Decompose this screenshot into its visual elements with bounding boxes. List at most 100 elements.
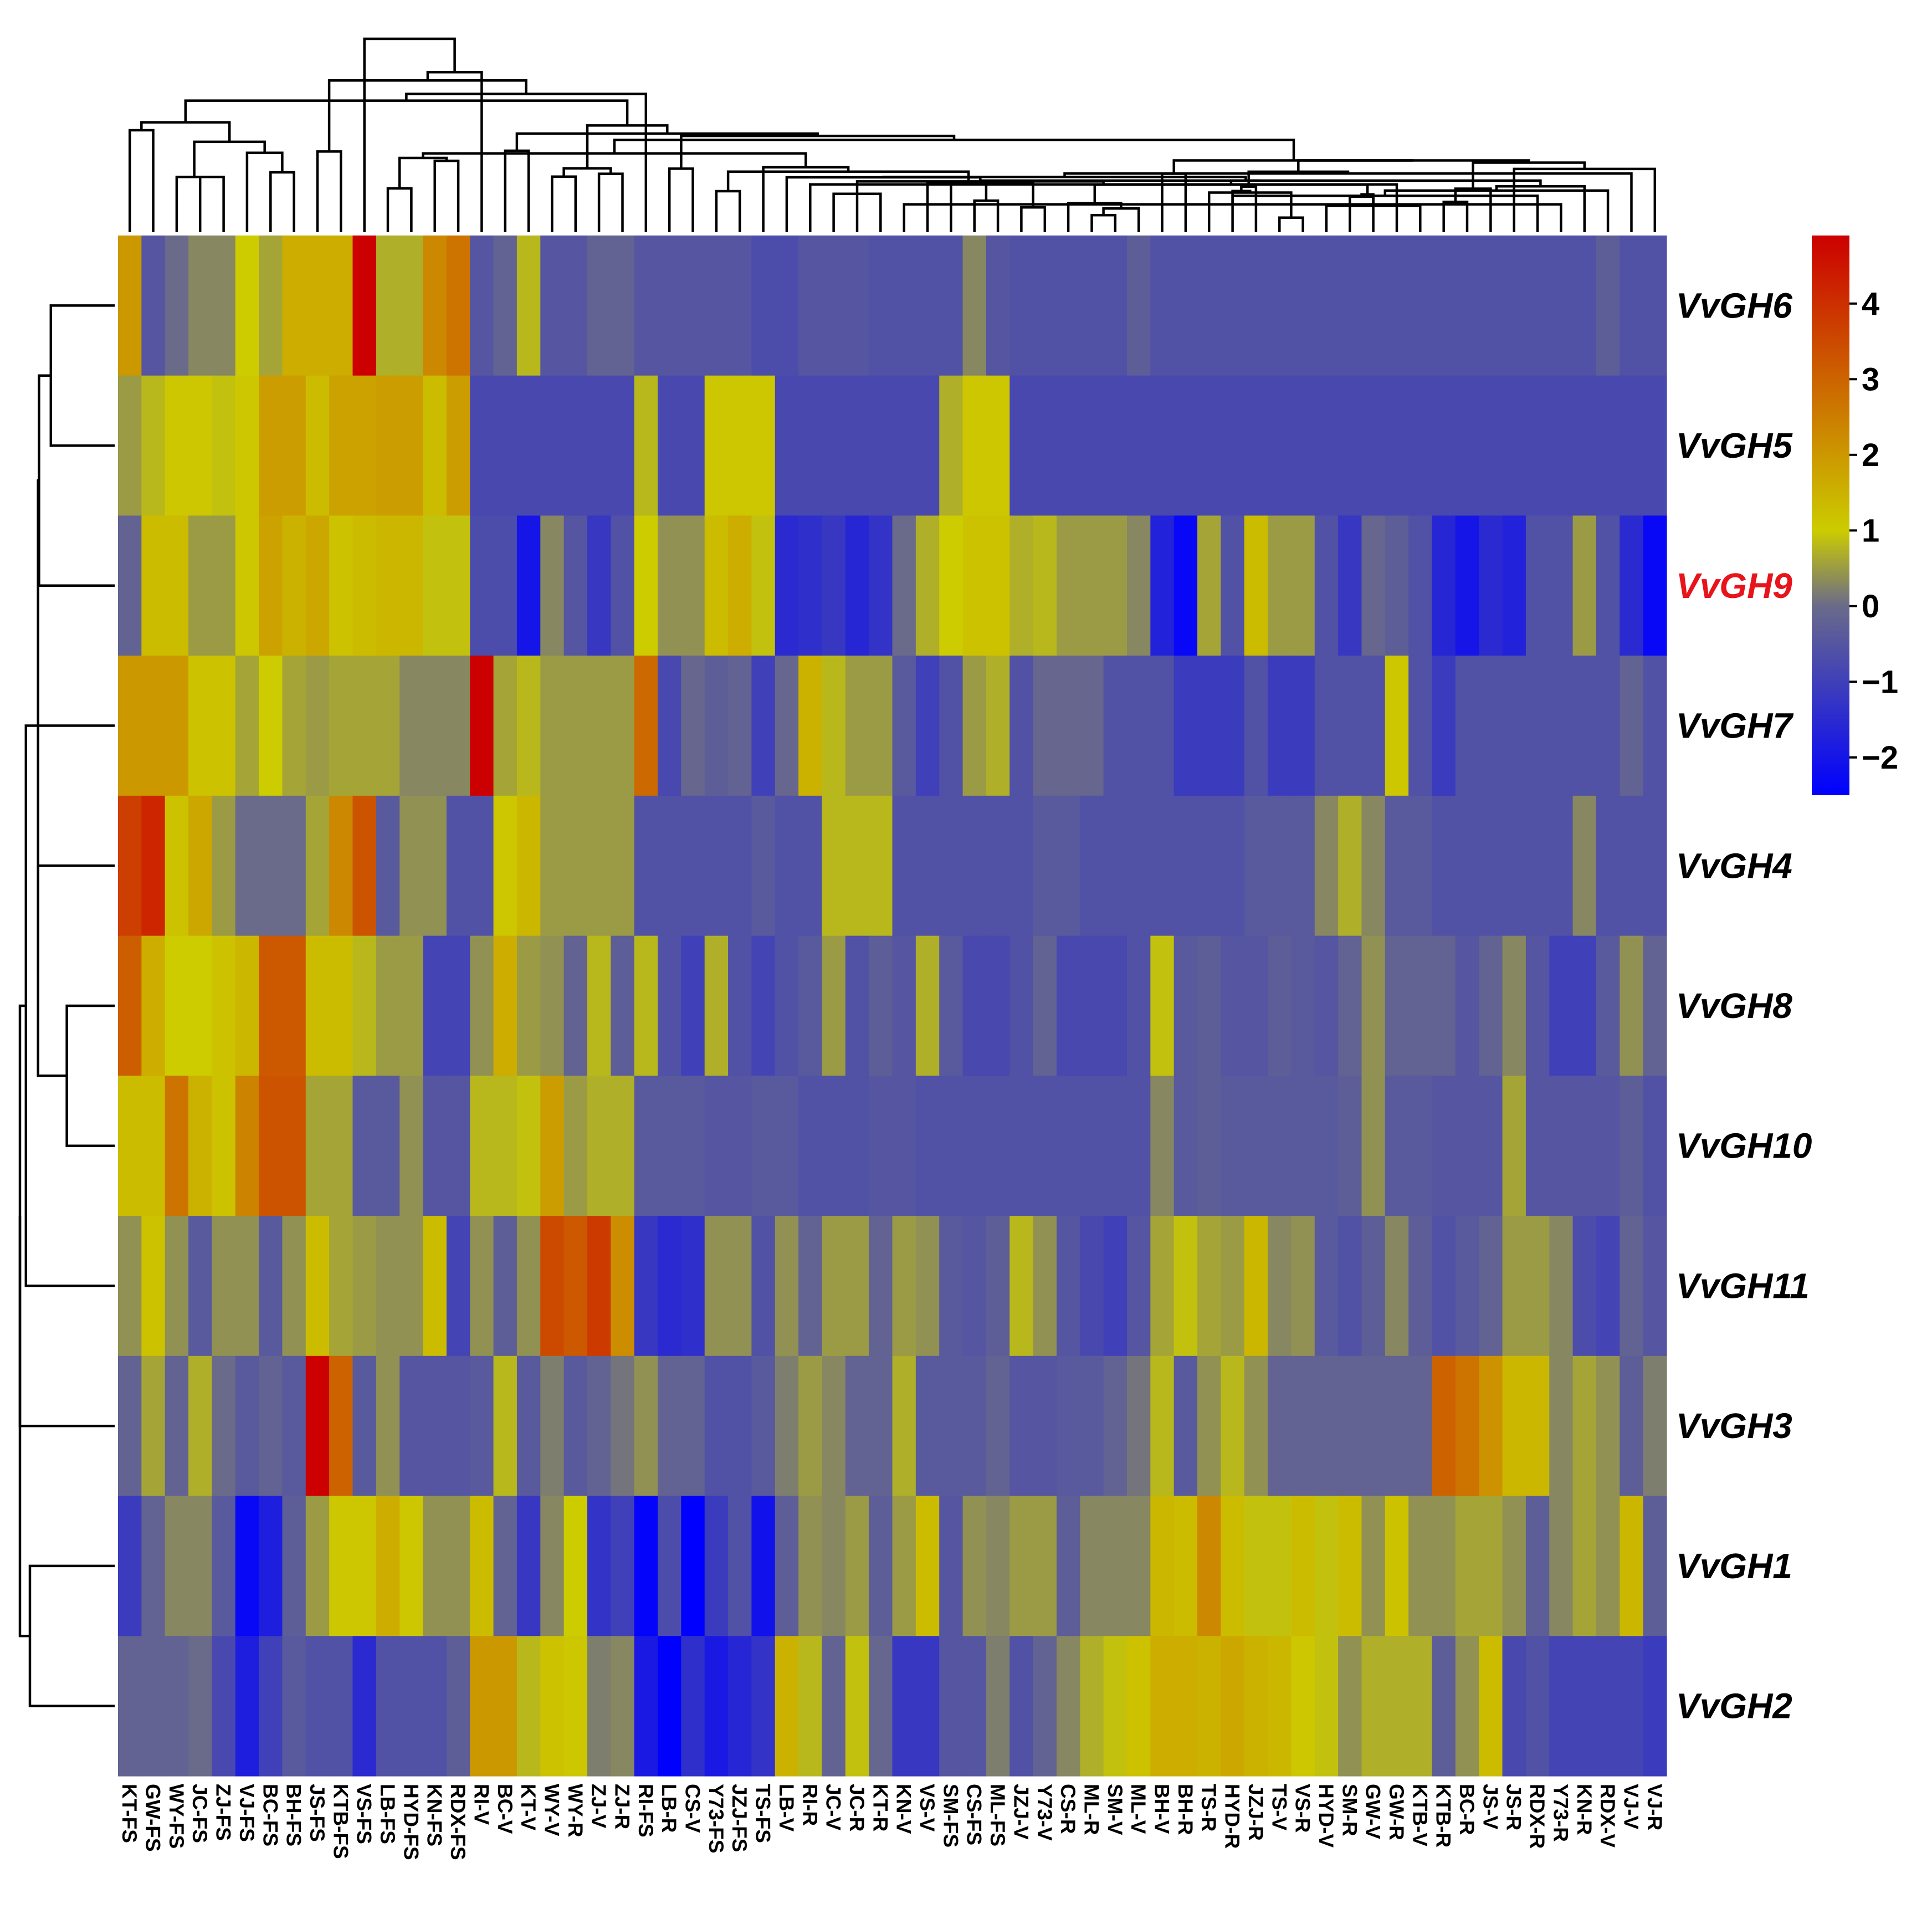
column-label: LB-FS xyxy=(376,1784,399,1844)
heatmap-cell xyxy=(845,1355,869,1497)
heatmap-cell xyxy=(399,375,424,516)
heatmap-cell xyxy=(1408,795,1433,937)
heatmap-cell xyxy=(470,1216,494,1357)
heatmap-cell xyxy=(1056,935,1080,1076)
column-label: BH-R xyxy=(1174,1784,1197,1835)
heatmap-cell xyxy=(259,1355,283,1497)
heatmap-cell xyxy=(423,515,447,656)
column-label: WY-FS xyxy=(165,1784,188,1849)
heatmap-cell xyxy=(141,1216,166,1357)
heatmap-cell xyxy=(939,1355,964,1497)
heatmap-cell xyxy=(1009,935,1034,1076)
column-label: ML-FS xyxy=(986,1784,1009,1846)
heatmap-cell xyxy=(352,375,377,516)
heatmap-cell xyxy=(658,1216,681,1357)
heatmap-cell xyxy=(1455,656,1479,796)
heatmap-cell xyxy=(329,795,353,937)
heatmap-cell xyxy=(259,1636,283,1777)
column-label: TS-FS xyxy=(752,1784,775,1843)
heatmap-cell xyxy=(305,935,330,1076)
heatmap-cell xyxy=(188,935,212,1076)
heatmap-cell xyxy=(986,375,1010,516)
heatmap-cell xyxy=(658,1636,681,1777)
heatmap-cell xyxy=(470,1496,494,1636)
column-label: JZJ-R xyxy=(1244,1784,1267,1841)
heatmap-cell xyxy=(1385,375,1409,516)
column-label: BH-FS xyxy=(283,1784,305,1846)
heatmap-cell xyxy=(1314,656,1339,796)
heatmap-cell xyxy=(611,935,635,1076)
heatmap-cell xyxy=(1408,515,1433,656)
heatmap-cell xyxy=(1643,236,1667,376)
heatmap-cell xyxy=(1173,935,1198,1076)
heatmap-cell xyxy=(1150,656,1175,796)
heatmap-cell xyxy=(493,656,517,796)
heatmap-cell xyxy=(563,795,588,937)
heatmap-cell xyxy=(798,1076,823,1216)
heatmap-cell xyxy=(1502,236,1526,376)
heatmap-cell xyxy=(892,1496,916,1636)
heatmap-cell xyxy=(1361,1355,1386,1497)
heatmap-cell xyxy=(704,935,729,1076)
heatmap-cell xyxy=(516,1216,541,1357)
heatmap-cell xyxy=(1033,1216,1057,1357)
heatmap-cell xyxy=(1103,236,1128,376)
dendrogram-branch xyxy=(245,151,284,232)
heatmap-cell xyxy=(1080,236,1104,376)
heatmap-cell xyxy=(962,515,987,656)
column-label: JS-R xyxy=(1503,1784,1525,1830)
heatmap-cell xyxy=(681,1496,705,1636)
heatmap-cell xyxy=(352,515,377,656)
colorbar-tick-label: 3 xyxy=(1862,361,1879,397)
heatmap-cell xyxy=(399,515,424,656)
heatmap-cell xyxy=(751,656,776,796)
heatmap-cell xyxy=(212,1496,236,1636)
dendrogram-branch xyxy=(562,167,612,177)
heatmap-cell xyxy=(611,236,635,376)
heatmap-cell xyxy=(751,236,776,376)
heatmap-cell xyxy=(1361,375,1386,516)
heatmap-cell xyxy=(1643,656,1667,796)
heatmap-cell xyxy=(1643,1355,1667,1497)
dendrogram-branch xyxy=(551,175,577,232)
row-dendrogram xyxy=(18,304,115,1707)
heatmap-cell xyxy=(235,1636,259,1777)
heatmap-cell xyxy=(141,515,166,656)
heatmap-cell xyxy=(1432,1076,1456,1216)
row-label: VvGH4 xyxy=(1676,846,1792,886)
heatmap-cell xyxy=(728,656,752,796)
heatmap-cell xyxy=(446,795,470,937)
column-label: ZJ-V xyxy=(587,1784,610,1829)
heatmap-cell xyxy=(1385,1636,1409,1777)
heatmap-cell xyxy=(822,656,846,796)
dendrogram-branch xyxy=(28,1564,115,1707)
heatmap-cell xyxy=(470,1636,494,1777)
heatmap-cell xyxy=(1432,935,1456,1076)
heatmap-cell xyxy=(141,935,166,1076)
heatmap-cell xyxy=(658,1355,681,1497)
heatmap-cell xyxy=(634,1076,658,1216)
heatmap-cell xyxy=(1408,1496,1433,1636)
heatmap-cell xyxy=(1385,656,1409,796)
heatmap-cell xyxy=(962,375,987,516)
heatmap-cell xyxy=(376,1216,400,1357)
heatmap-cell xyxy=(1080,656,1104,796)
heatmap-cell xyxy=(775,935,799,1076)
heatmap-cell xyxy=(423,795,447,937)
heatmap-cell xyxy=(282,1496,306,1636)
heatmap-cell xyxy=(611,1216,635,1357)
heatmap-cell xyxy=(423,656,447,796)
heatmap-cell xyxy=(493,236,517,376)
heatmap-cell xyxy=(259,1076,283,1216)
heatmap-cell xyxy=(822,1216,846,1357)
heatmap-cell xyxy=(1173,795,1198,937)
heatmap-cell xyxy=(1056,1496,1080,1636)
dendrogram-branch xyxy=(597,172,624,232)
heatmap-cell xyxy=(1455,1496,1479,1636)
column-labels: KT-FS GW-FS WY-FS JC-FS ZJ-FS VJ-FS BC-FS BH-FS… xyxy=(118,1784,1666,1860)
heatmap-cell xyxy=(1455,236,1479,376)
heatmap-cell xyxy=(1572,515,1597,656)
heatmap-cell xyxy=(188,1496,212,1636)
heatmap-cell xyxy=(1056,1355,1080,1497)
heatmap-cell xyxy=(1408,1076,1433,1216)
